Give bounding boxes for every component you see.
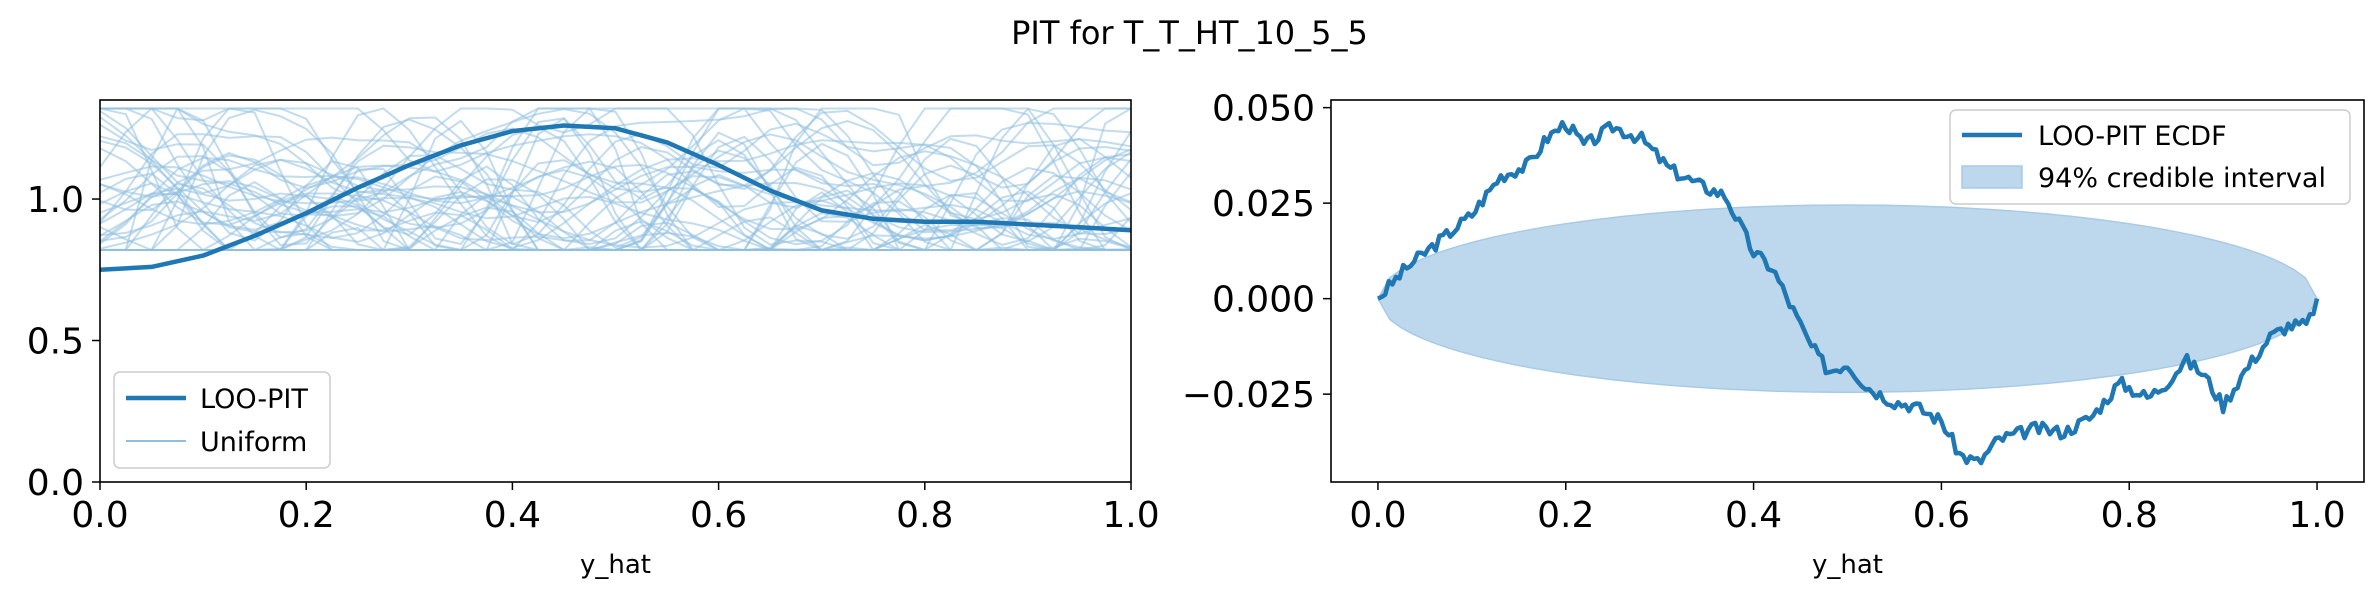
x-tick-label: 0.2 bbox=[1537, 495, 1594, 536]
x-tick-label: 0.4 bbox=[1725, 495, 1782, 536]
figure-suptitle: PIT for T_T_HT_10_5_5 bbox=[1011, 14, 1368, 52]
y-tick-label: 0.0 bbox=[27, 463, 84, 504]
x-tick-label: 0.0 bbox=[71, 495, 128, 536]
legend: LOO-PIT ECDF 94% credible interval bbox=[1949, 109, 2351, 205]
uniform-sample-line bbox=[100, 175, 1131, 251]
right-ecdf-plot: 0.0 0.2 0.4 0.6 0.8 1.0 0.050 0.025 0.000 −0.025 y… bbox=[1182, 89, 2365, 580]
right-axes-frame bbox=[1330, 99, 2365, 483]
legend-box bbox=[1949, 109, 2351, 205]
uniform-sample-line bbox=[100, 108, 1131, 251]
x-tick-label: 1.0 bbox=[1102, 495, 1159, 536]
left-pit-plot: 0.0 0.2 0.4 0.6 0.8 1.0 0.0 0.5 1.0 y_hat LOO-PIT U… bbox=[27, 99, 1160, 580]
uniform-sample-line bbox=[100, 122, 1131, 251]
uniform-sample-line bbox=[100, 110, 1131, 249]
x-tick-label: 1.0 bbox=[2288, 495, 2345, 536]
legend: LOO-PIT Uniform bbox=[113, 371, 331, 469]
loo-pit-line bbox=[100, 123, 1131, 273]
x-tick-label: 0.8 bbox=[2101, 495, 2158, 536]
uniform-sample-line bbox=[100, 107, 1131, 251]
legend-label-loo-pit: LOO-PIT bbox=[200, 384, 308, 415]
uniform-sample-line bbox=[100, 160, 1131, 251]
y-tick-label: 0.025 bbox=[1212, 184, 1315, 225]
uniform-sample-line bbox=[100, 139, 1131, 250]
left-axes-frame bbox=[99, 99, 1132, 483]
x-tick-label: 0.4 bbox=[484, 495, 541, 536]
y-tick-label: 0.5 bbox=[27, 322, 84, 363]
uniform-sample-line bbox=[100, 190, 1131, 252]
x-tick-label: 0.6 bbox=[690, 495, 747, 536]
y-tick-label: 0.050 bbox=[1212, 89, 1315, 130]
uniform-sample-line bbox=[100, 147, 1131, 249]
x-tick-label: 0.0 bbox=[1349, 495, 1406, 536]
y-tick-label: 1.0 bbox=[27, 180, 84, 221]
legend-label-interval: 94% credible interval bbox=[2038, 163, 2326, 194]
x-axis-label: y_hat bbox=[1812, 550, 1883, 580]
y-tick-label: 0.000 bbox=[1212, 280, 1315, 321]
x-tick-label: 0.2 bbox=[278, 495, 335, 536]
legend-swatch-interval bbox=[1961, 165, 2023, 189]
legend-label-uniform: Uniform bbox=[200, 427, 307, 458]
x-tick-label: 0.8 bbox=[896, 495, 953, 536]
x-tick-label: 0.6 bbox=[1913, 495, 1970, 536]
uniform-sample-line bbox=[100, 107, 1131, 251]
y-tick-label: −0.025 bbox=[1182, 375, 1315, 416]
x-axis-label: y_hat bbox=[580, 550, 651, 580]
uniform-sample-line bbox=[100, 150, 1131, 245]
uniform-sample-line bbox=[100, 130, 1131, 251]
credible-interval-band bbox=[1377, 204, 2318, 393]
legend-label-ecdf: LOO-PIT ECDF bbox=[2038, 121, 2227, 152]
loo-pit-ecdf-line bbox=[1377, 119, 2320, 466]
